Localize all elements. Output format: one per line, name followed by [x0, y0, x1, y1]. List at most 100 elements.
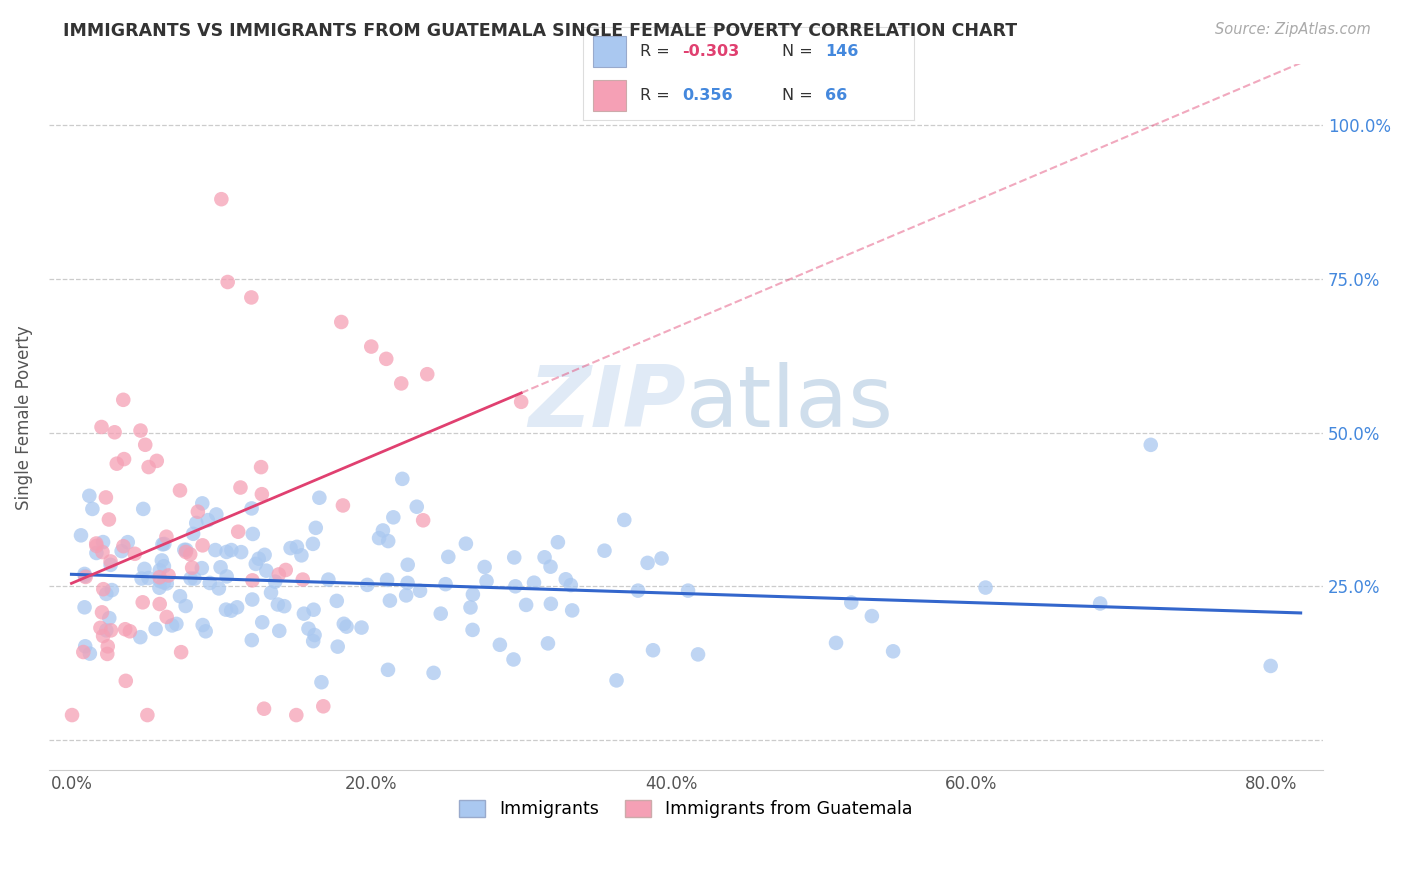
Point — [637, 556, 659, 570]
Point — [100, 558, 122, 572]
Point — [86, 546, 108, 560]
Text: N =: N = — [782, 87, 823, 103]
Point — [460, 600, 482, 615]
Point — [174, 545, 197, 559]
Point — [187, 505, 209, 519]
Point — [1139, 438, 1161, 452]
Point — [129, 630, 152, 644]
Point — [153, 559, 176, 574]
Point — [73, 566, 96, 581]
Point — [302, 603, 325, 617]
Point — [183, 572, 205, 586]
Text: atlas: atlas — [686, 361, 894, 444]
Point — [454, 536, 477, 550]
Point — [157, 568, 180, 582]
Text: IMMIGRANTS VS IMMIGRANTS FROM GUATEMALA SINGLE FEMALE POVERTY CORRELATION CHART: IMMIGRANTS VS IMMIGRANTS FROM GUATEMALA … — [63, 22, 1018, 40]
Point — [540, 559, 562, 574]
Point — [593, 543, 616, 558]
Point — [169, 589, 191, 603]
Point — [378, 593, 401, 607]
Point — [194, 624, 217, 639]
Point — [860, 609, 883, 624]
Point — [312, 699, 335, 714]
Point — [180, 572, 202, 586]
Point — [219, 604, 242, 618]
Point — [240, 290, 263, 304]
Point — [73, 600, 96, 615]
Text: Source: ZipAtlas.com: Source: ZipAtlas.com — [1215, 22, 1371, 37]
Point — [676, 583, 699, 598]
Point — [1260, 659, 1282, 673]
Point — [434, 577, 457, 591]
Point — [368, 531, 391, 545]
Point — [253, 702, 276, 716]
Point — [191, 496, 214, 510]
Point — [160, 618, 183, 632]
Point — [264, 574, 287, 589]
Point — [882, 644, 904, 658]
Point — [240, 633, 263, 648]
Point — [302, 634, 325, 648]
Point — [825, 636, 848, 650]
Point — [204, 543, 226, 558]
Point — [149, 574, 172, 589]
Point — [250, 487, 273, 501]
Point — [149, 570, 172, 584]
Point — [377, 534, 399, 549]
Point — [70, 528, 93, 542]
Point — [267, 567, 290, 582]
Point — [502, 652, 524, 666]
Point — [186, 516, 208, 530]
Point — [377, 663, 399, 677]
Point — [475, 574, 498, 589]
Point — [181, 526, 204, 541]
Point — [165, 616, 187, 631]
Point — [267, 598, 290, 612]
Text: N =: N = — [782, 44, 818, 59]
Point — [191, 538, 214, 552]
Point — [148, 581, 170, 595]
Point — [515, 598, 537, 612]
Point — [79, 647, 101, 661]
Point — [169, 483, 191, 498]
Point — [437, 549, 460, 564]
Point — [523, 575, 546, 590]
Point — [179, 547, 201, 561]
Point — [318, 573, 340, 587]
Bar — [593, 36, 627, 67]
Point — [156, 576, 179, 591]
Point — [112, 539, 135, 553]
Point — [505, 579, 527, 593]
Point — [382, 510, 405, 524]
Point — [260, 585, 283, 599]
Point — [111, 544, 134, 558]
Point — [152, 537, 174, 551]
Point — [686, 648, 709, 662]
Point — [91, 545, 114, 559]
Point — [304, 628, 326, 642]
Point — [273, 599, 295, 614]
Point — [291, 573, 314, 587]
Point — [129, 424, 152, 438]
Point — [217, 275, 239, 289]
Text: 0.356: 0.356 — [683, 87, 734, 103]
Point — [330, 315, 353, 329]
Point — [560, 578, 582, 592]
Point — [422, 665, 444, 680]
Point — [215, 602, 238, 616]
Point — [254, 564, 277, 578]
Point — [412, 513, 434, 527]
Point — [149, 597, 172, 611]
Point — [86, 539, 108, 553]
Point — [191, 618, 214, 632]
Point — [114, 622, 136, 636]
Point — [280, 541, 302, 555]
Point — [605, 673, 627, 688]
Point — [297, 622, 319, 636]
Point — [285, 708, 308, 723]
Point — [247, 551, 270, 566]
Point — [229, 481, 252, 495]
Point — [153, 537, 176, 551]
Point — [149, 563, 172, 577]
Point — [651, 551, 673, 566]
